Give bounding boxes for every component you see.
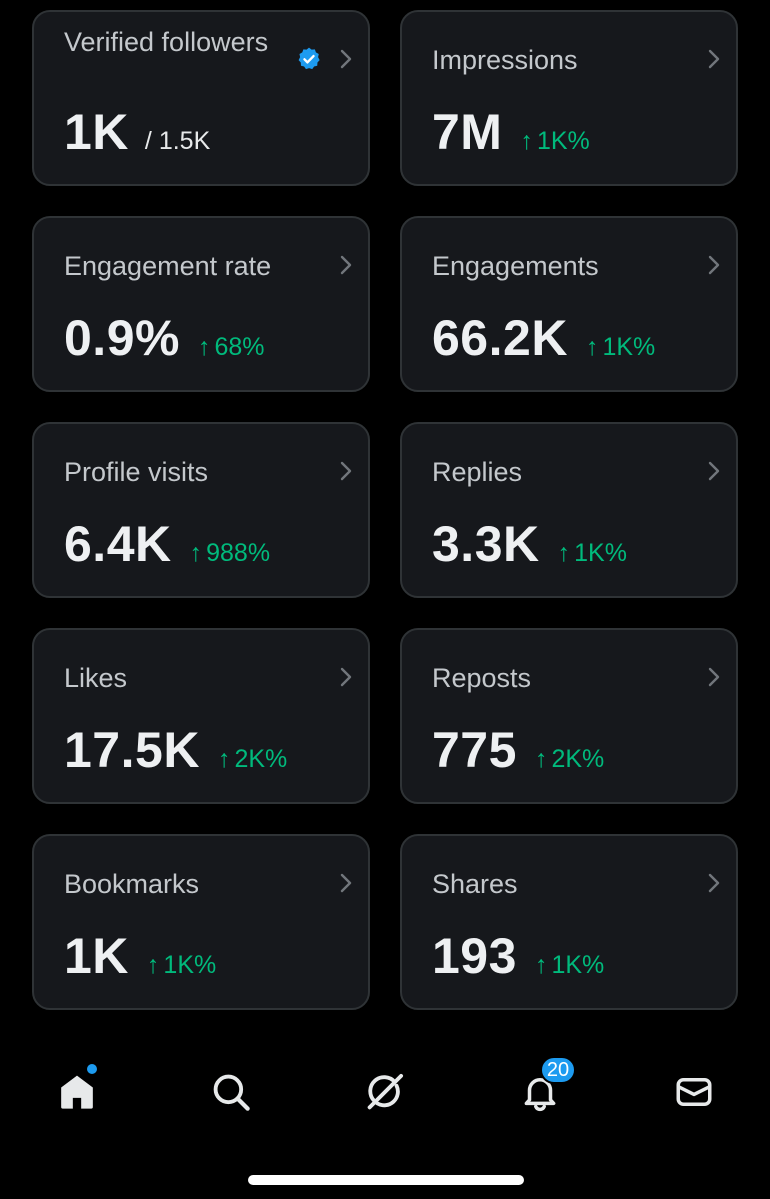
metric-card-reposts[interactable]: Reposts 775 ↑ 2K% — [400, 628, 738, 804]
arrow-up-icon: ↑ — [217, 745, 231, 773]
home-unread-dot — [87, 1064, 97, 1074]
tab-grok[interactable] — [361, 1068, 409, 1116]
metric-value-row: 3.3K ↑ 1K% — [432, 516, 627, 572]
metric-delta-value: 68% — [214, 333, 265, 361]
metric-delta: ↑ 2K% — [535, 745, 604, 774]
metric-delta-value: 1K% — [163, 951, 217, 979]
metric-value-row: 66.2K ↑ 1K% — [432, 310, 655, 366]
metric-value-row: 193 ↑ 1K% — [432, 928, 604, 984]
chevron-right-icon — [338, 458, 354, 484]
metric-value: 193 — [432, 928, 517, 984]
metric-value: 7M — [432, 104, 503, 160]
arrow-up-icon: ↑ — [557, 539, 571, 567]
metric-delta: ↑ 2K% — [218, 745, 287, 774]
metric-label: Shares — [432, 869, 518, 899]
metric-label: Replies — [432, 457, 523, 487]
arrow-up-icon: ↑ — [146, 951, 160, 979]
chevron-right-icon — [338, 252, 354, 278]
metric-card-replies[interactable]: Replies 3.3K ↑ 1K% — [400, 422, 738, 598]
arrow-up-icon: ↑ — [520, 127, 533, 155]
metric-delta: ↑ 68% — [198, 333, 265, 362]
arrow-up-icon: ↑ — [197, 333, 211, 361]
metric-card-shares[interactable]: Shares 193 ↑ 1K% — [400, 834, 738, 1010]
metric-delta-value: 2K% — [551, 745, 605, 773]
metric-value-row: 7M ↑ 1K% — [432, 104, 590, 160]
bottom-tab-bar: 20 — [0, 1050, 770, 1130]
home-icon — [57, 1072, 97, 1112]
metric-card-verified-followers[interactable]: Verified followers 1K / 1.5K — [32, 10, 370, 186]
metric-value: 6.4K — [64, 516, 172, 572]
chevron-right-icon — [706, 46, 722, 72]
metric-label: Impressions — [432, 45, 578, 75]
metric-delta-value: 988% — [206, 539, 271, 567]
metric-value-row: 17.5K ↑ 2K% — [64, 722, 287, 778]
metric-value-row: 1K ↑ 1K% — [64, 928, 216, 984]
arrow-up-icon: ↑ — [189, 539, 203, 567]
metric-value: 66.2K — [432, 310, 568, 366]
metric-label: Reposts — [432, 663, 532, 693]
tab-messages[interactable] — [670, 1068, 718, 1116]
chevron-right-icon — [706, 458, 722, 484]
metric-value-row: 6.4K ↑ 988% — [64, 516, 270, 572]
chevron-right-icon — [338, 46, 354, 72]
metric-value: 1K — [64, 104, 129, 160]
metric-delta-value: 1K% — [536, 127, 590, 155]
metric-value: 3.3K — [432, 516, 540, 572]
metric-value: 0.9% — [64, 310, 180, 366]
metrics-grid: Verified followers 1K / 1.5K Impressions… — [32, 10, 738, 1010]
metric-label: Engagements — [432, 251, 599, 281]
metric-delta-value: 2K% — [234, 745, 288, 773]
tab-notifications[interactable]: 20 — [516, 1056, 576, 1116]
metric-card-profile-visits[interactable]: Profile visits 6.4K ↑ 988% — [32, 422, 370, 598]
verified-badge-icon — [296, 46, 322, 72]
metric-delta-value: 1K% — [551, 951, 605, 979]
notifications-count-badge: 20 — [540, 1056, 576, 1084]
home-indicator[interactable] — [248, 1175, 524, 1185]
tab-home[interactable] — [53, 1064, 101, 1116]
search-icon — [210, 1071, 252, 1113]
chevron-right-icon — [706, 664, 722, 690]
chevron-right-icon — [338, 664, 354, 690]
metric-delta-value: 1K% — [574, 539, 627, 567]
metric-value: 17.5K — [64, 722, 200, 778]
metric-value-row: 1K / 1.5K — [64, 104, 210, 160]
metric-card-engagements[interactable]: Engagements 66.2K ↑ 1K% — [400, 216, 738, 392]
metric-value-row: 0.9% ↑ 68% — [64, 310, 265, 366]
metric-label: Profile visits — [64, 457, 209, 487]
chevron-right-icon — [338, 870, 354, 896]
metric-card-bookmarks[interactable]: Bookmarks 1K ↑ 1K% — [32, 834, 370, 1010]
metric-card-impressions[interactable]: Impressions 7M ↑ 1K% — [400, 10, 738, 186]
arrow-up-icon: ↑ — [534, 951, 548, 979]
metric-delta: ↑ 1K% — [147, 951, 216, 980]
metric-label: Likes — [64, 663, 128, 693]
grok-icon — [364, 1071, 406, 1113]
arrow-up-icon: ↑ — [585, 333, 599, 361]
metric-delta-value: 1K% — [602, 333, 656, 361]
metric-total: / 1.5K — [144, 127, 211, 155]
metric-delta: ↑ 1K% — [535, 951, 604, 980]
metric-card-likes[interactable]: Likes 17.5K ↑ 2K% — [32, 628, 370, 804]
metric-delta: ↑ 1K% — [586, 333, 655, 362]
metric-value-row: 775 ↑ 2K% — [432, 722, 604, 778]
tab-search[interactable] — [207, 1068, 255, 1116]
metric-label: Engagement rate — [64, 251, 272, 281]
metric-value: 775 — [432, 722, 517, 778]
metric-card-engagement-rate[interactable]: Engagement rate 0.9% ↑ 68% — [32, 216, 370, 392]
chevron-right-icon — [706, 252, 722, 278]
metric-delta: ↑ 988% — [190, 539, 270, 568]
arrow-up-icon: ↑ — [534, 745, 548, 773]
metric-delta: ↑ 1K% — [520, 127, 589, 156]
metric-label: Bookmarks — [64, 869, 200, 899]
metric-value: 1K — [64, 928, 129, 984]
chevron-right-icon — [706, 870, 722, 896]
metric-label: Verified followers — [64, 27, 269, 57]
mail-icon — [673, 1071, 715, 1113]
metric-delta: ↑ 1K% — [558, 539, 627, 568]
